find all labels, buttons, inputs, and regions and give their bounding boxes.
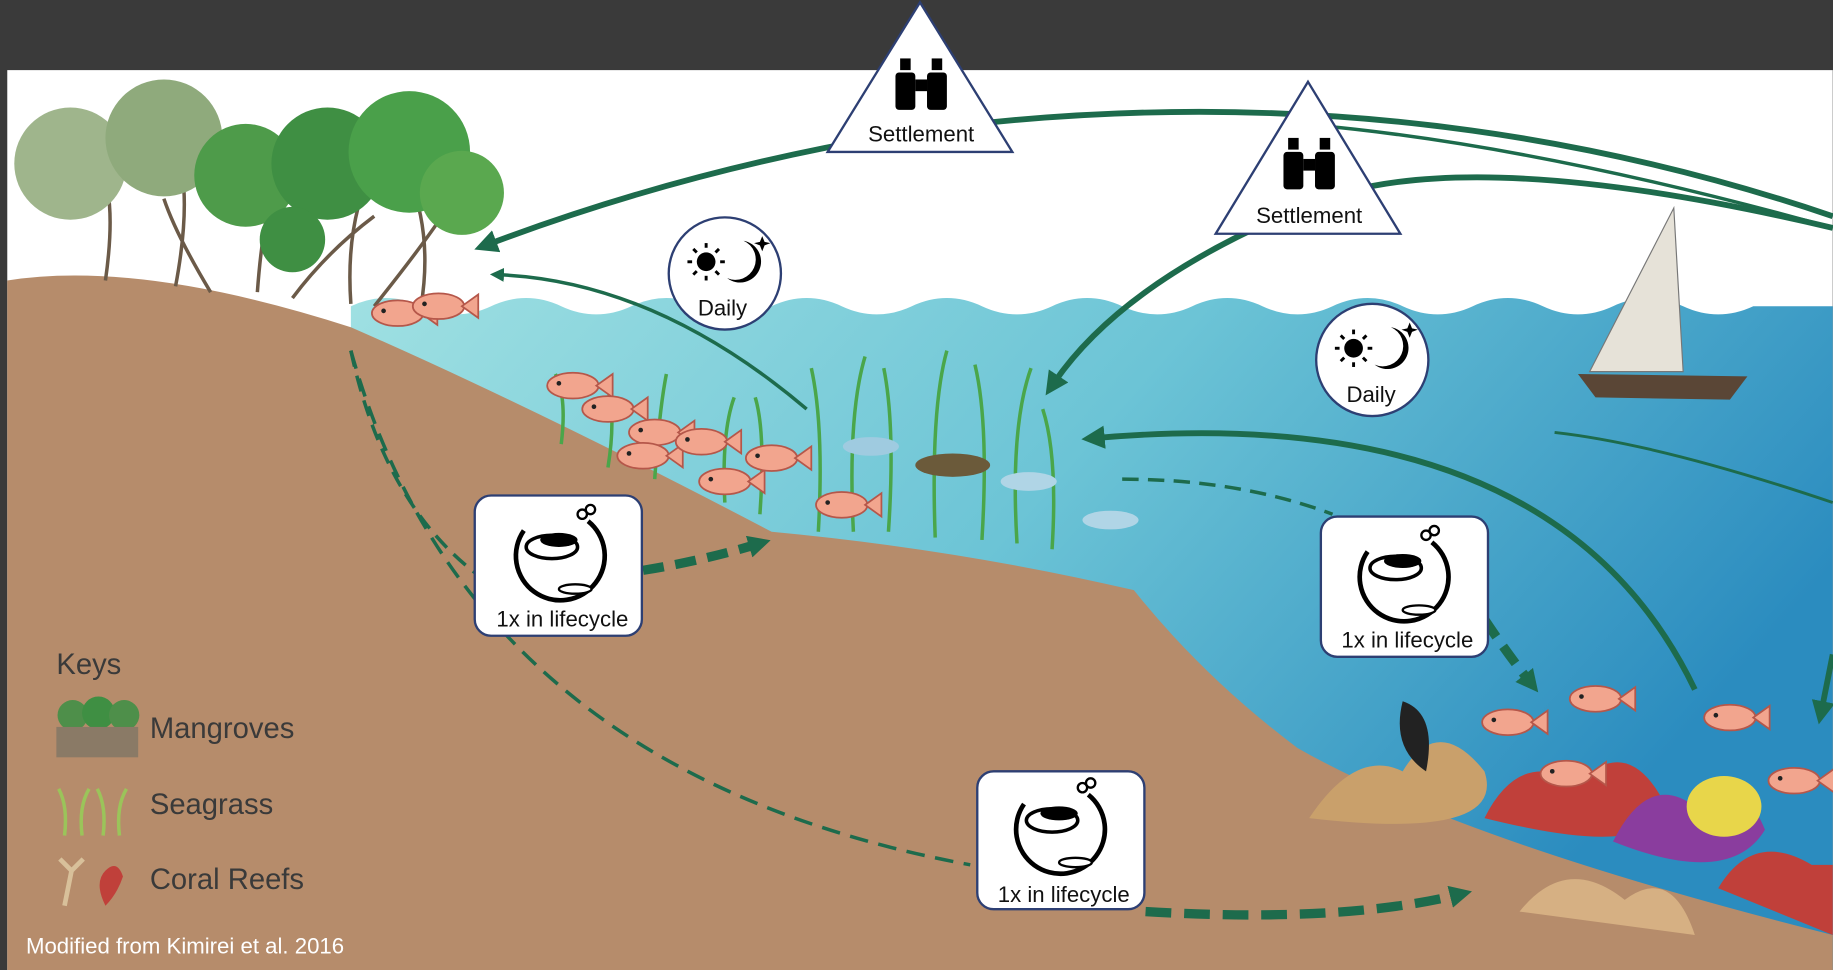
mangrove-icon <box>56 697 139 758</box>
page: {"badges": { "settlement": [{"label": "S… <box>0 0 1833 970</box>
lifecycle-badge: 1x in lifecycle <box>475 496 642 636</box>
daily-badge: Daily <box>669 217 781 329</box>
daily-badge: Daily <box>1316 304 1428 416</box>
badge-label: 1x in lifecycle <box>1341 627 1473 652</box>
legend-label: Coral Reefs <box>150 864 304 896</box>
badge-label: Settlement <box>1256 203 1362 228</box>
badge-label: Daily <box>1346 382 1396 407</box>
badge-label: Daily <box>698 296 748 321</box>
diagram: Settlement Settlement Daily Daily 1x in … <box>0 0 1833 970</box>
legend-label: Seagrass <box>150 789 273 821</box>
lifecycle-badge: 1x in lifecycle <box>1321 517 1488 657</box>
legend-title: Keys <box>56 649 121 681</box>
badge-label: 1x in lifecycle <box>496 606 628 631</box>
lifecycle-badge: 1x in lifecycle <box>977 771 1144 909</box>
credit: Modified from Kimirei et al. 2016 <box>26 934 344 959</box>
badge-label: Settlement <box>868 121 974 146</box>
badge-label: 1x in lifecycle <box>998 882 1130 907</box>
legend-label: Mangroves <box>150 713 294 745</box>
